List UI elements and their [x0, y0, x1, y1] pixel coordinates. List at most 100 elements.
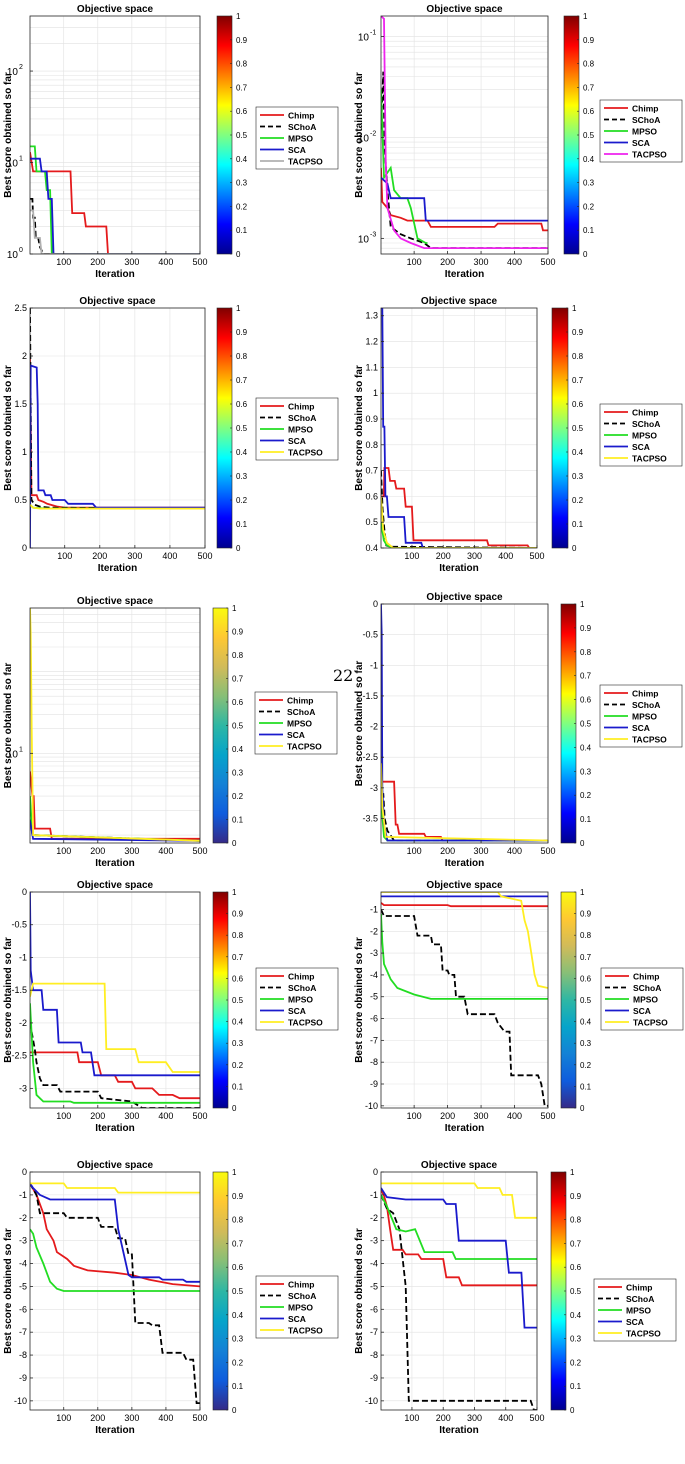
grid — [30, 15, 201, 255]
y-tick-label: -7 — [370, 1327, 378, 1337]
colorbar-tick-label: 0.7 — [583, 83, 595, 92]
chart-title: Objective space — [426, 592, 503, 603]
x-tick-label: 200 — [436, 1413, 451, 1423]
x-axis-label: Iteration — [445, 858, 484, 869]
y-tick-label: 10 — [7, 159, 19, 170]
colorbar-tick-label: 0.2 — [236, 496, 248, 505]
y-tick-label: -3 — [370, 1236, 378, 1246]
series-line-sca — [381, 308, 537, 548]
chart-title: Objective space — [426, 4, 503, 15]
x-tick-label: 200 — [90, 1413, 105, 1423]
legend-label: SCA — [632, 442, 650, 452]
colorbar-tick-label: 0.6 — [572, 400, 584, 409]
legend-label: MPSO — [632, 431, 657, 441]
colorbar-tick-label: 0.2 — [232, 1061, 244, 1070]
y-tick-label: -8 — [370, 1057, 378, 1067]
legend-label: MPSO — [288, 134, 313, 144]
x-tick-label: 300 — [474, 257, 489, 267]
colorbar-tick-label: 0.6 — [236, 400, 248, 409]
chart-panel-4: 100 200 300 400 500 0.4 0.5 0.6 0.7 0.8 0.9 1 1.1 1.2… — [354, 296, 683, 574]
colorbar-tick-label: 0.9 — [232, 628, 244, 637]
legend-label: SCA — [288, 1314, 306, 1324]
series-line-sca — [30, 157, 200, 254]
legend-label: SChoA — [632, 419, 660, 429]
axes-frame — [29, 607, 201, 844]
series-line-sca — [30, 820, 200, 842]
series-line-schoa — [381, 71, 548, 250]
colorbar-tick-label: 0.6 — [232, 698, 244, 707]
colorbar-tick-label: 0.3 — [232, 1335, 244, 1344]
x-tick-label: 300 — [124, 1413, 139, 1423]
series-line-chimp — [30, 1182, 200, 1288]
x-axis-label: Iteration — [445, 269, 484, 280]
x-tick-label: 300 — [474, 846, 489, 856]
x-tick-label: 200 — [440, 846, 455, 856]
series-group — [30, 1182, 200, 1404]
series-line-schoa — [381, 909, 548, 1107]
legend-label: Chimp — [288, 1280, 314, 1290]
y-tick-label: 10 — [7, 749, 19, 760]
colorbar — [560, 603, 577, 844]
colorbar-tick-label: 0.7 — [580, 672, 592, 681]
series-line-tacpso — [30, 982, 200, 1073]
colorbar-tick-label: 0.1 — [232, 1382, 244, 1391]
y-axis-label: Best score obtained so far — [354, 661, 365, 787]
colorbar-tick-label: 0.7 — [232, 953, 244, 962]
series-line-tacpso — [30, 209, 200, 254]
legend-label: MPSO — [626, 1306, 651, 1316]
y-tick-exponent: -2 — [370, 130, 376, 137]
y-tick-label: 10 — [358, 234, 370, 245]
legend-label: Chimp — [632, 104, 658, 114]
x-tick-label: 100 — [404, 551, 419, 561]
y-tick-label: -0.5 — [362, 630, 378, 640]
x-tick-label: 500 — [192, 1111, 207, 1121]
x-tick-label: 500 — [197, 551, 212, 561]
legend-label: SChoA — [288, 983, 316, 993]
x-tick-label: 400 — [158, 1111, 173, 1121]
y-tick-label: 0 — [22, 887, 27, 897]
series-line-chimp — [381, 467, 537, 548]
colorbar-tick-label: 0.1 — [232, 816, 244, 825]
y-tick-label: -2 — [370, 926, 378, 936]
colorbar — [212, 607, 229, 844]
x-tick-label: 100 — [57, 551, 72, 561]
y-tick-label: 0.8 — [365, 440, 378, 450]
colorbar-tick-label: 0.9 — [580, 624, 592, 633]
colorbar-tick-label: 0.3 — [236, 179, 248, 188]
chart-title: Objective space — [77, 1160, 154, 1171]
colorbar-tick-label: 0.5 — [236, 424, 248, 433]
axes-frame — [380, 891, 549, 1109]
colorbar-tick-label: 0.3 — [580, 1039, 592, 1048]
series-group — [30, 145, 200, 254]
colorbar-tick-label: 1 — [572, 304, 577, 313]
colorbar-tick-label: 0 — [236, 250, 241, 259]
colorbar-tick-label: 0.1 — [236, 226, 248, 235]
x-tick-label: 400 — [498, 551, 513, 561]
axes-frame — [29, 307, 206, 549]
colorbar-tick-label: 0.7 — [580, 953, 592, 962]
legend-label: SChoA — [632, 115, 660, 125]
legend-label: MPSO — [288, 995, 313, 1005]
y-tick-label: -1 — [370, 660, 378, 670]
colorbar-tick-label: 0 — [232, 1406, 237, 1415]
x-tick-label: 100 — [407, 846, 422, 856]
colorbar-tick-label: 1 — [232, 1168, 237, 1177]
colorbar-tick-label: 0.8 — [236, 352, 248, 361]
x-tick-label: 200 — [90, 846, 105, 856]
y-tick-label: -9 — [370, 1079, 378, 1089]
x-tick-label: 500 — [529, 1413, 544, 1423]
y-tick-label: 0.9 — [365, 414, 378, 424]
y-tick-label: -2 — [19, 1213, 27, 1223]
axes-frame — [380, 15, 549, 255]
colorbar-tick-label: 0.2 — [232, 792, 244, 801]
colorbar-tick-label: 0 — [572, 544, 577, 553]
y-tick-label: 0.5 — [365, 517, 378, 527]
colorbar-tick-label: 0.7 — [570, 1239, 582, 1248]
legend-label: Chimp — [288, 972, 314, 982]
chart-title: Objective space — [79, 296, 156, 307]
colorbar-tick-label: 0.7 — [572, 376, 584, 385]
chart-panel-10: 100 200 300 400 500-10-9-8-7-6-5-4-3-2-10Obj… — [354, 1160, 677, 1436]
x-tick-label: 300 — [124, 1111, 139, 1121]
